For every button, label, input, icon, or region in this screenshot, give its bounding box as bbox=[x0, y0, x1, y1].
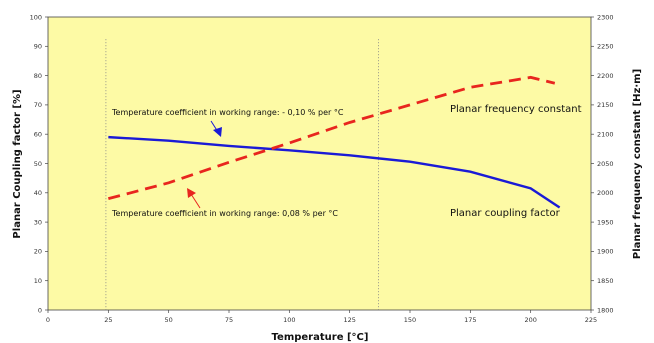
y-axis-right: 1800 1850 1900 1950 2000 2050 2100 2150 2200 2250… bbox=[591, 13, 614, 314]
x-tick-label: 125 bbox=[343, 316, 355, 324]
y-axis-left-title: Planar Coupling factor [%] bbox=[12, 89, 23, 238]
y-left-tick-label: 100 bbox=[30, 13, 42, 21]
y-right-tick-label: 1850 bbox=[597, 277, 614, 285]
x-tick-label: 50 bbox=[165, 316, 173, 324]
x-tick-label: 225 bbox=[585, 316, 597, 324]
y-left-tick-label: 50 bbox=[34, 160, 42, 168]
plot-background bbox=[47, 16, 592, 311]
working-range-markers bbox=[105, 39, 379, 310]
y-axis-right-title: Planar frequency constant [Hz·m] bbox=[632, 69, 643, 259]
y-right-tick-label: 2250 bbox=[597, 43, 614, 51]
y-left-tick-label: 60 bbox=[34, 131, 42, 139]
y-right-tick-label: 2050 bbox=[597, 160, 614, 168]
y-left-tick-label: 0 bbox=[38, 306, 42, 314]
x-tick-label: 200 bbox=[524, 316, 536, 324]
y-left-tick-label: 30 bbox=[34, 218, 42, 226]
y-axis-left: 0 10 20 30 40 50 60 70 80 90 100 bbox=[30, 13, 48, 314]
x-tick-label: 25 bbox=[104, 316, 112, 324]
y-right-tick-label: 1950 bbox=[597, 218, 614, 226]
x-axis-title: Temperature [°C] bbox=[272, 332, 369, 343]
x-axis: 0 25 50 75 100 125 150 175 200 225 bbox=[46, 310, 597, 324]
arrow-coupling bbox=[210, 120, 222, 137]
series-frequency-line bbox=[107, 75, 556, 201]
label-coupling-curve: Planar coupling factor bbox=[450, 208, 561, 219]
y-right-tick-label: 1900 bbox=[597, 248, 614, 256]
y-left-tick-label: 90 bbox=[34, 43, 42, 51]
x-tick-label: 75 bbox=[225, 316, 233, 324]
arrow-frequency bbox=[187, 188, 201, 209]
x-tick-label: 100 bbox=[283, 316, 295, 324]
y-right-tick-label: 2000 bbox=[597, 189, 614, 197]
annotation-frequency-coefficient: Temperature coefficient in working range… bbox=[111, 209, 338, 218]
series-coupling-line bbox=[108, 135, 561, 209]
x-tick-label: 0 bbox=[46, 316, 50, 324]
y-left-tick-label: 40 bbox=[34, 189, 42, 197]
label-frequency-curve: Planar frequency constant bbox=[450, 104, 582, 115]
y-right-tick-label: 2200 bbox=[597, 72, 614, 80]
y-left-tick-label: 10 bbox=[34, 277, 42, 285]
y-right-tick-label: 2100 bbox=[597, 131, 614, 139]
y-left-tick-label: 80 bbox=[34, 72, 42, 80]
annotation-coupling-coefficient: Temperature coefficient in working range… bbox=[111, 108, 344, 117]
x-tick-label: 175 bbox=[464, 316, 476, 324]
y-left-tick-label: 70 bbox=[34, 101, 42, 109]
y-right-tick-label: 2300 bbox=[597, 13, 614, 21]
y-right-tick-label: 2150 bbox=[597, 101, 614, 109]
y-left-tick-label: 20 bbox=[34, 248, 42, 256]
y-right-tick-label: 1800 bbox=[597, 306, 614, 314]
x-tick-label: 150 bbox=[404, 316, 416, 324]
